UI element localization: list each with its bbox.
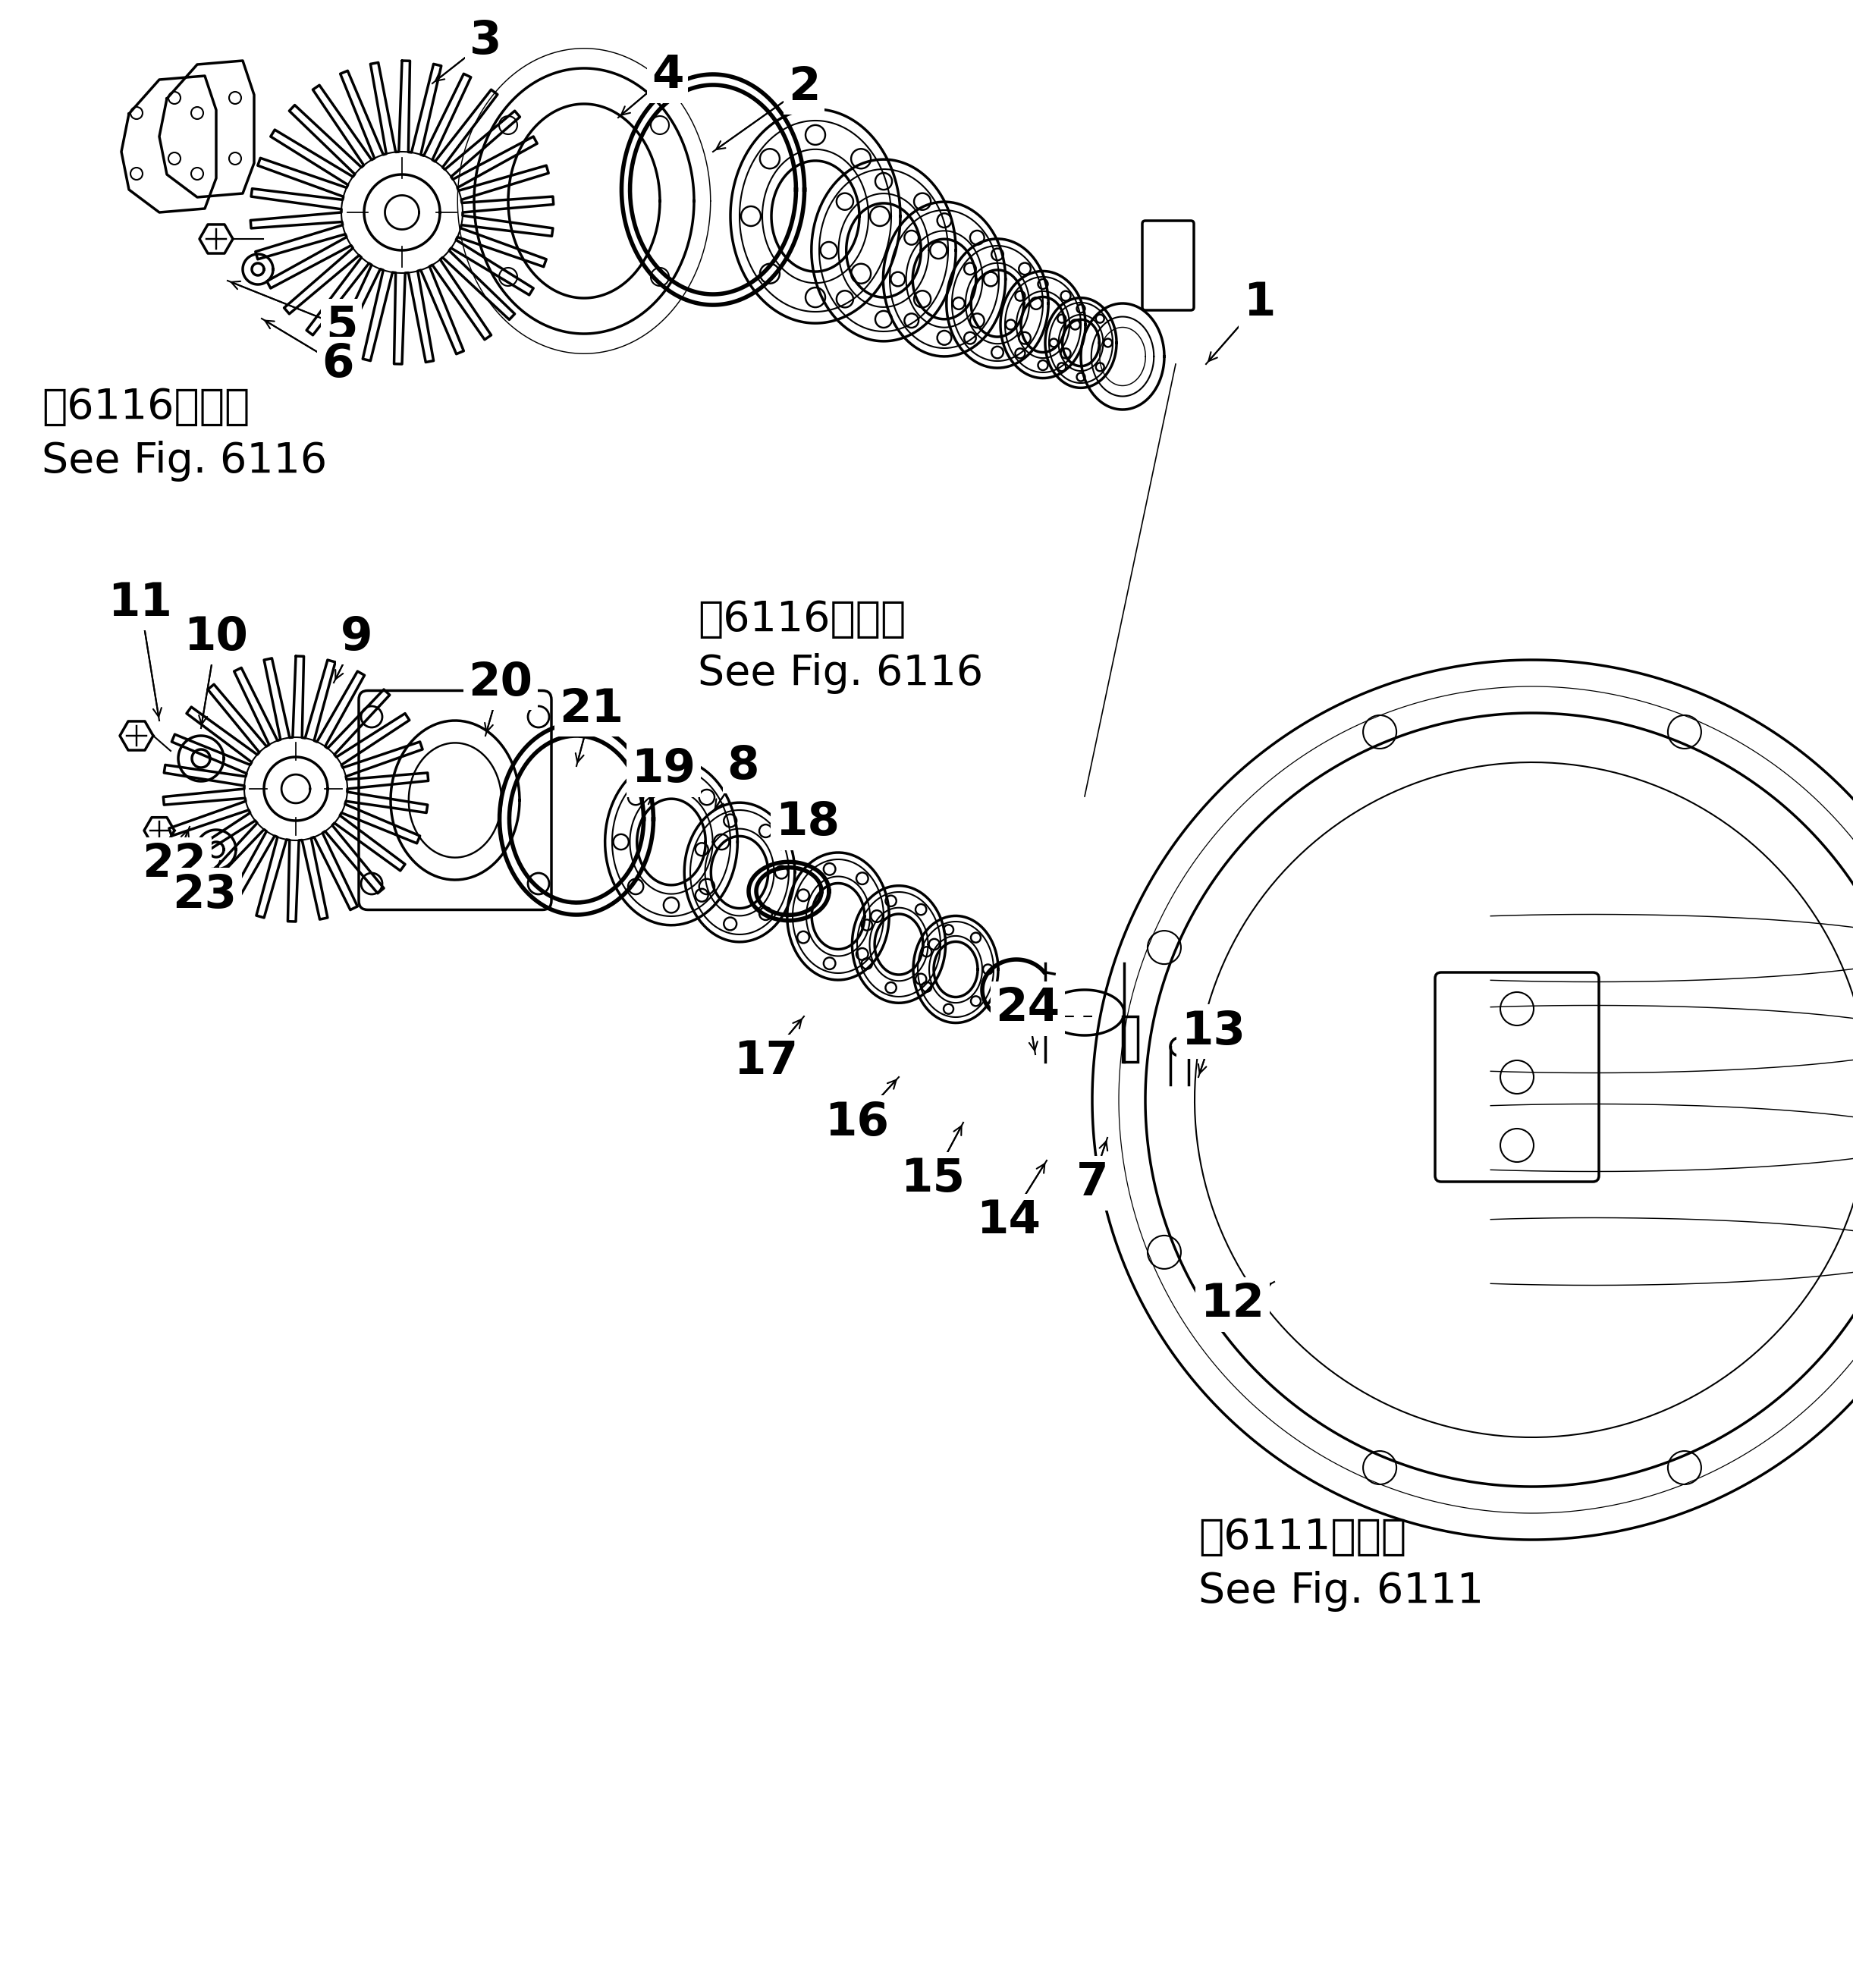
Text: 14: 14 [977,1199,1041,1244]
Text: 3: 3 [469,20,502,64]
Text: 19: 19 [632,747,697,793]
Text: 11: 11 [107,580,172,626]
Text: 第6116図参照
See Fig. 6116: 第6116図参照 See Fig. 6116 [43,388,328,481]
Text: 6: 6 [321,342,354,386]
Text: 4: 4 [652,54,684,97]
Text: 7: 7 [1077,1161,1108,1205]
Text: 17: 17 [734,1040,799,1083]
Text: 16: 16 [825,1099,889,1145]
Text: 5: 5 [326,304,358,348]
Text: 23: 23 [172,873,237,916]
Text: 18: 18 [776,801,839,845]
Text: 12: 12 [1201,1282,1266,1326]
Text: 第6111図参照
See Fig. 6111: 第6111図参照 See Fig. 6111 [1199,1517,1484,1612]
Text: 22: 22 [143,843,208,887]
Text: 第6116図参照
See Fig. 6116: 第6116図参照 See Fig. 6116 [699,598,984,694]
Bar [1123,1016,1138,1062]
Text: 21: 21 [560,686,624,732]
Text: 15: 15 [901,1157,965,1203]
Text: 24: 24 [995,986,1060,1032]
Text: 8: 8 [726,744,760,789]
Text: 13: 13 [1182,1010,1245,1054]
Text: 10: 10 [183,614,248,660]
Text: 1: 1 [1243,280,1275,326]
Text: 2: 2 [788,66,821,109]
Text: 9: 9 [341,614,372,660]
Text: 20: 20 [469,660,534,706]
